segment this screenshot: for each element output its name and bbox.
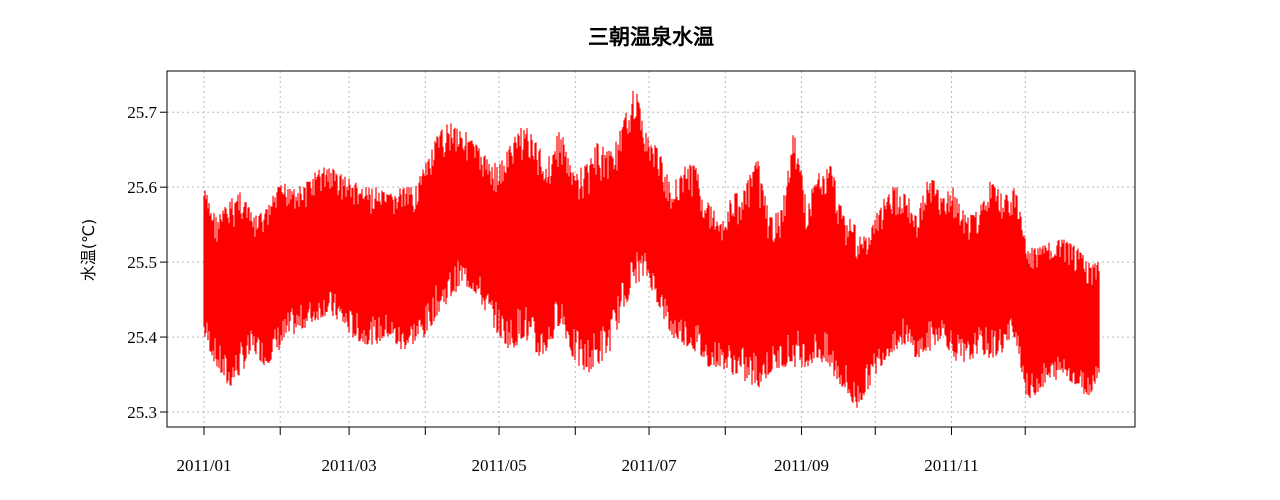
y-axis: 25.3 25.4 25.5 25.6 25.7 <box>127 103 167 422</box>
x-tick-label: 2011/09 <box>774 456 829 475</box>
x-tick-label: 2011/07 <box>621 456 677 475</box>
temperature-series <box>203 90 1100 408</box>
chart-title: 三朝温泉水温 <box>588 24 714 49</box>
x-tick-label: 2011/03 <box>322 456 377 475</box>
y-tick-label: 25.5 <box>127 253 157 272</box>
plot-frame <box>166 70 1136 428</box>
y-tick-label: 25.4 <box>127 328 157 347</box>
x-tick-label: 2011/05 <box>472 456 527 475</box>
x-axis: 2011/01 2011/03 2011/05 2011/07 2011/09 2011/… <box>176 427 1026 475</box>
y-tick-label: 25.6 <box>127 178 157 197</box>
y-axis-label: 水温(℃) <box>79 219 98 281</box>
x-tick-label: 2011/01 <box>176 456 231 475</box>
temperature-trace <box>203 90 1100 408</box>
x-tick-label: 2011/11 <box>924 456 978 475</box>
y-tick-label: 25.3 <box>127 403 157 422</box>
y-tick-label: 25.7 <box>127 103 157 122</box>
